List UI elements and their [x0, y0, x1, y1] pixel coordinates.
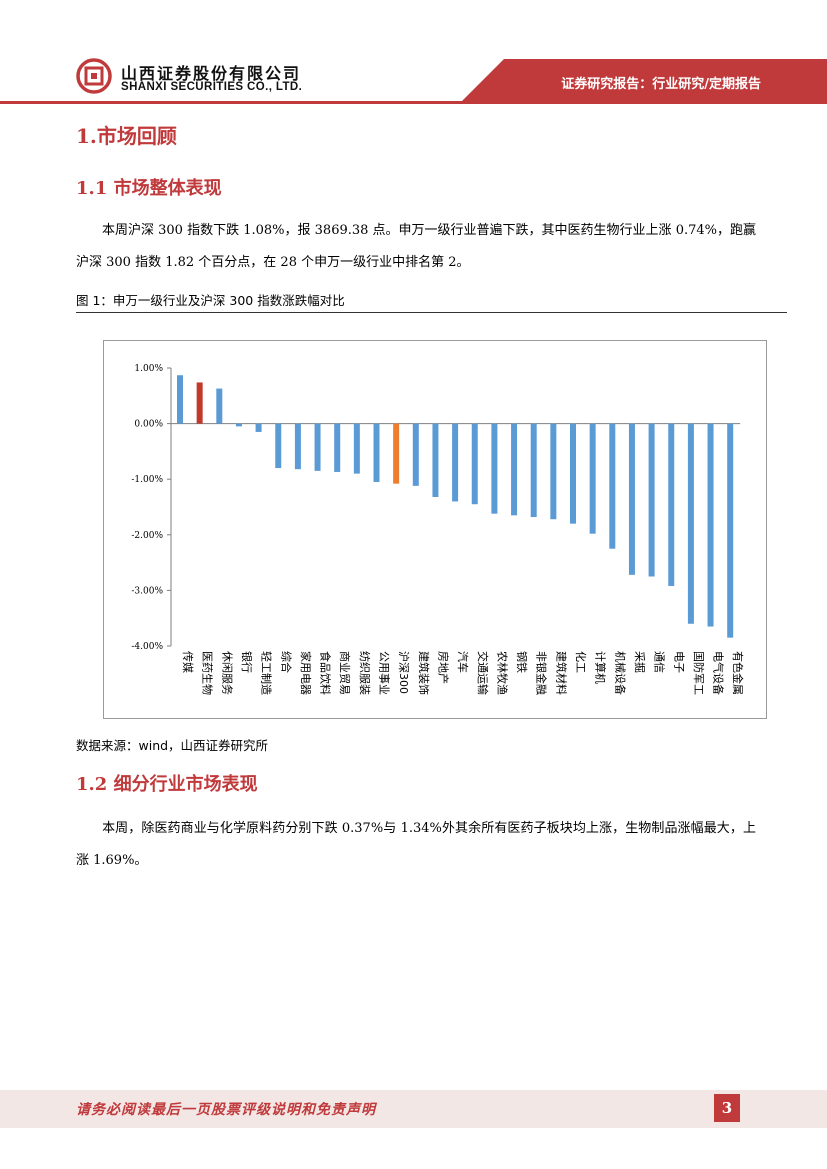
x-tick-label: 有色金属 [731, 651, 745, 695]
bar [471, 423, 478, 505]
company-name-en: SHANXI SECURITIES CO., LTD. [121, 81, 303, 93]
x-tick-label: 建筑材料 [554, 651, 568, 695]
bar [353, 423, 360, 474]
bar [530, 423, 537, 518]
bar [570, 423, 576, 524]
page-number: 3 [714, 1094, 740, 1122]
header-title-band [462, 59, 827, 101]
x-tick-label: 电子 [672, 651, 685, 673]
x-tick-label: 家用电器 [299, 651, 313, 695]
page-header: 山西证券股份有限公司 SHANXI SECURITIES CO., LTD. 证… [0, 0, 827, 105]
market-summary-text: 本周沪深 300 指数下跌 1.08%，报 3869.38 点。申万一级行业普遍… [76, 223, 756, 270]
bar [235, 423, 242, 427]
x-tick-label: 机械设备 [613, 651, 627, 695]
company-logo-icon [76, 58, 112, 94]
x-tick-label: 公用事业 [378, 651, 391, 695]
bar [412, 423, 419, 486]
x-tick-label: 传媒 [181, 651, 194, 673]
bar [255, 423, 262, 432]
bar [373, 423, 380, 482]
bar [452, 423, 459, 502]
subsection-title-1: 1.1 市场整体表现 [76, 178, 222, 199]
x-tick-label: 建筑装饰 [417, 651, 431, 695]
x-tick-label: 医药生物 [201, 651, 215, 695]
x-tick-label: 休闲服务 [220, 651, 234, 695]
bar [668, 423, 675, 586]
industry-change-chart: 1.00% 0.00% -1.00% -2.00% -3.00% -4.00% 传媒 医药生物… [103, 340, 767, 719]
x-tick-label: 钢铁 [515, 651, 528, 673]
x-tick-label: 通信 [653, 651, 666, 673]
x-tick-label: 沪深300 [397, 651, 411, 694]
footer-band [0, 1090, 827, 1128]
bar [727, 423, 734, 638]
header-divider [0, 101, 827, 104]
x-tick-label: 计算机 [594, 651, 608, 684]
x-tick-label: 房地产 [436, 651, 450, 684]
x-tick-label: 采掘 [633, 651, 647, 673]
x-tick-label: 商业贸易 [338, 651, 352, 695]
bar [648, 423, 655, 577]
figure-caption: 图 1：申万一级行业及沪深 300 指数涨跌幅对比 [76, 293, 345, 308]
sub-industry-text: 本周，除医药商业与化学原料药分别下跌 0.37%与 1.34%外其余所有医药子板… [76, 821, 756, 868]
subsection-title-2: 1.2 细分行业市场表现 [76, 774, 258, 795]
y-tick-label: -1.00% [131, 475, 163, 485]
y-tick-label: -2.00% [131, 531, 163, 541]
x-tick-label: 综合 [279, 651, 293, 673]
bar [609, 423, 616, 549]
market-summary-paragraph: 本周沪深 300 指数下跌 1.08%，报 3869.38 点。申万一级行业普遍… [76, 215, 756, 279]
bar [393, 423, 400, 484]
bar [707, 423, 714, 627]
bar [432, 423, 439, 497]
bar-chart-svg: 1.00% 0.00% -1.00% -2.00% -3.00% -4.00% 传媒 医药生物… [131, 364, 745, 695]
bar [491, 423, 498, 514]
section-title: 1.市场回顾 [76, 124, 177, 148]
bar [275, 423, 282, 469]
x-tick-label: 非银金融 [535, 651, 549, 695]
bar [589, 423, 596, 534]
bar [196, 382, 203, 424]
y-tick-label: 1.00% [134, 364, 163, 374]
figure-divider [76, 312, 787, 313]
bar [628, 423, 635, 575]
bar [687, 423, 694, 624]
figure-source: 数据来源：wind，山西证券研究所 [76, 738, 269, 753]
bar [294, 423, 301, 470]
x-tick-label: 农林牧渔 [495, 651, 509, 695]
x-tick-label: 交通运输 [476, 651, 490, 695]
footer-disclaimer: 请务必阅读最后一页股票评级说明和免责声明 [76, 1102, 376, 1118]
bar [314, 423, 321, 471]
sub-industry-paragraph: 本周，除医药商业与化学原料药分别下跌 0.37%与 1.34%外其余所有医药子板… [76, 813, 756, 877]
company-name-cn: 山西证券股份有限公司 [121, 64, 302, 83]
x-tick-label: 化工 [574, 651, 588, 673]
bar [216, 388, 223, 424]
bar [511, 423, 518, 516]
y-tick-label: 0.00% [134, 420, 163, 430]
bar [334, 423, 341, 472]
x-tick-label: 电气设备 [712, 651, 726, 695]
x-tick-label: 轻工制造 [260, 651, 274, 695]
x-tick-label: 国防军工 [692, 651, 706, 695]
x-tick-label: 纺织服装 [358, 651, 372, 695]
report-type: 证券研究报告：行业研究/定期报告 [561, 77, 761, 92]
bar [177, 375, 183, 424]
y-tick-label: -3.00% [131, 586, 163, 596]
x-tick-label: 银行 [240, 651, 254, 673]
bar [550, 423, 557, 520]
x-tick-label: 汽车 [456, 651, 470, 673]
y-tick-label: -4.00% [131, 642, 163, 652]
x-tick-label: 食品饮料 [319, 651, 333, 695]
